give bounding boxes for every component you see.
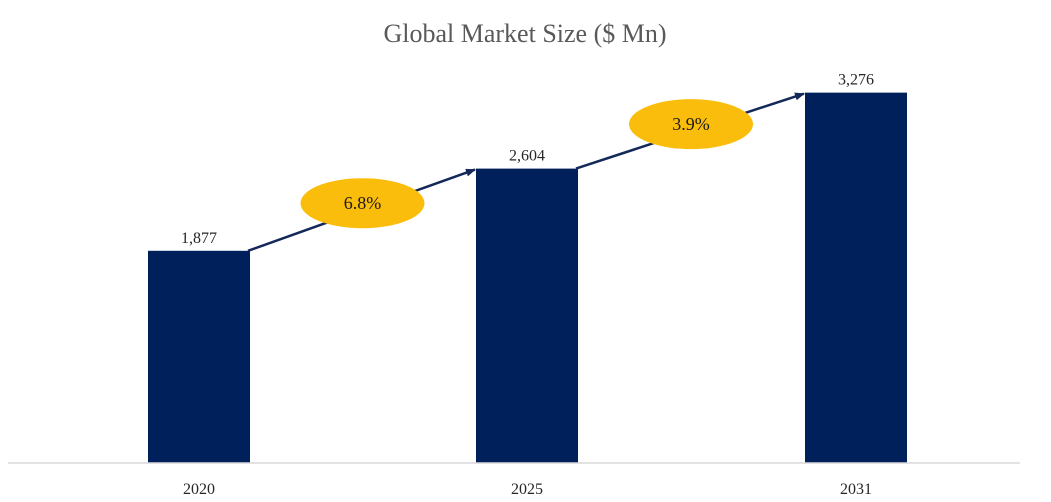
x-tick-2031: 2031 [840, 481, 872, 498]
chart-title: Global Market Size ($ Mn) [383, 19, 666, 48]
cagr-label-2025-2031: 3.9% [672, 114, 710, 134]
bar-2020 [148, 250, 250, 463]
data-label-2025: 2,604 [509, 148, 545, 165]
cagr-bubble-2020-2025 [300, 178, 425, 229]
x-tick-2025: 2025 [511, 481, 543, 498]
cagr-bubble-2025-2031 [629, 99, 753, 150]
cagr-label-2020-2025: 6.8% [344, 193, 382, 213]
bar-2031 [805, 92, 907, 463]
bar-2025 [476, 168, 578, 463]
x-tick-2020: 2020 [183, 481, 215, 498]
data-label-2020: 1,877 [181, 230, 217, 247]
data-label-2031: 3,276 [838, 72, 874, 89]
